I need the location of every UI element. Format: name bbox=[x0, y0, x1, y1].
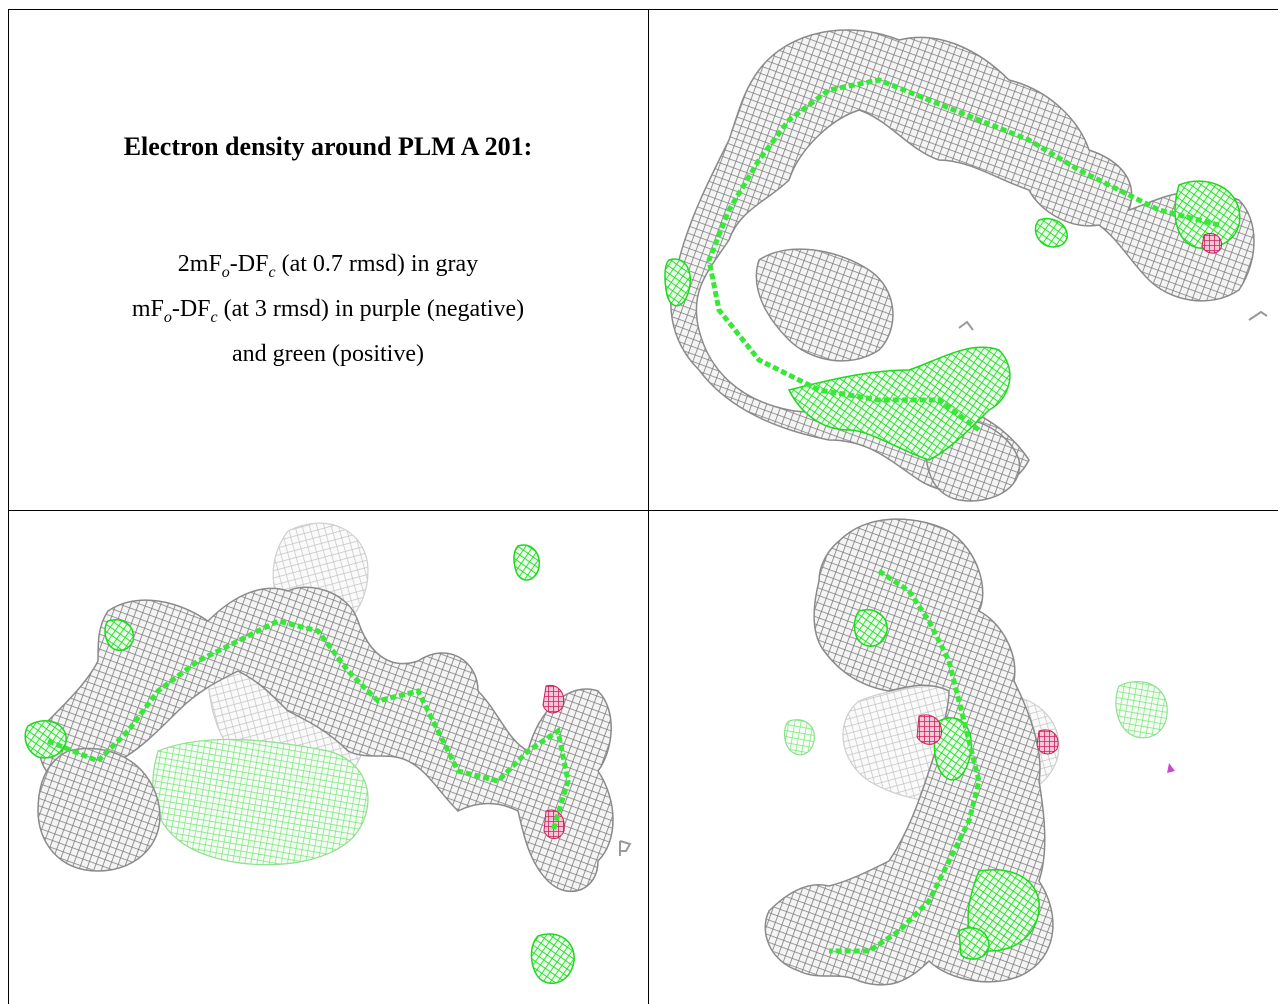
view-top-right bbox=[649, 10, 1278, 510]
density-positive-mesh bbox=[853, 609, 1040, 960]
mesh-fragment bbox=[619, 840, 632, 856]
density-positive-mesh bbox=[24, 544, 575, 984]
caption-description: 2mFo-DFc (at 0.7 rmsd) in gray mFo-DFc (… bbox=[8, 246, 648, 372]
mesh-fragment bbox=[958, 310, 1268, 331]
density-map-2 bbox=[24, 522, 632, 984]
ligand-chain-trace bbox=[829, 568, 982, 954]
caption-cell: Electron density around PLM A 201: 2mFo-… bbox=[8, 10, 648, 510]
border-top bbox=[8, 9, 1278, 10]
density-map-1 bbox=[664, 29, 1268, 502]
caption-line-2fofc: 2mFo-DFc (at 0.7 rmsd) in gray bbox=[177, 251, 479, 281]
density-2fofc-mesh bbox=[764, 518, 1054, 986]
border-middle-horizontal bbox=[8, 510, 1278, 511]
mesh-fragment bbox=[1167, 763, 1175, 773]
view-bottom-left bbox=[8, 511, 648, 1004]
ligand-chain-trace bbox=[706, 77, 1220, 432]
view-bottom-right bbox=[649, 511, 1278, 1004]
caption-title: Electron density around PLM A 201: bbox=[123, 132, 533, 161]
density-positive-mesh bbox=[664, 180, 1241, 461]
border-middle-vertical bbox=[648, 9, 649, 1004]
border-left bbox=[8, 9, 9, 1004]
caption-line-colors: and green (positive) bbox=[232, 341, 424, 367]
caption-line-fofc: mFo-DFc (at 3 rmsd) in purple (negative) bbox=[131, 296, 525, 326]
density-positive-background-mesh bbox=[152, 738, 369, 866]
density-negative-mesh bbox=[916, 714, 1059, 755]
density-negative-mesh bbox=[1201, 233, 1223, 254]
density-2fofc-mesh bbox=[670, 29, 1255, 502]
density-positive-background-mesh bbox=[783, 681, 1168, 756]
density-2fofc-mesh bbox=[37, 586, 614, 892]
ligand-chain-trace bbox=[47, 618, 571, 832]
density-map-3 bbox=[764, 518, 1175, 986]
